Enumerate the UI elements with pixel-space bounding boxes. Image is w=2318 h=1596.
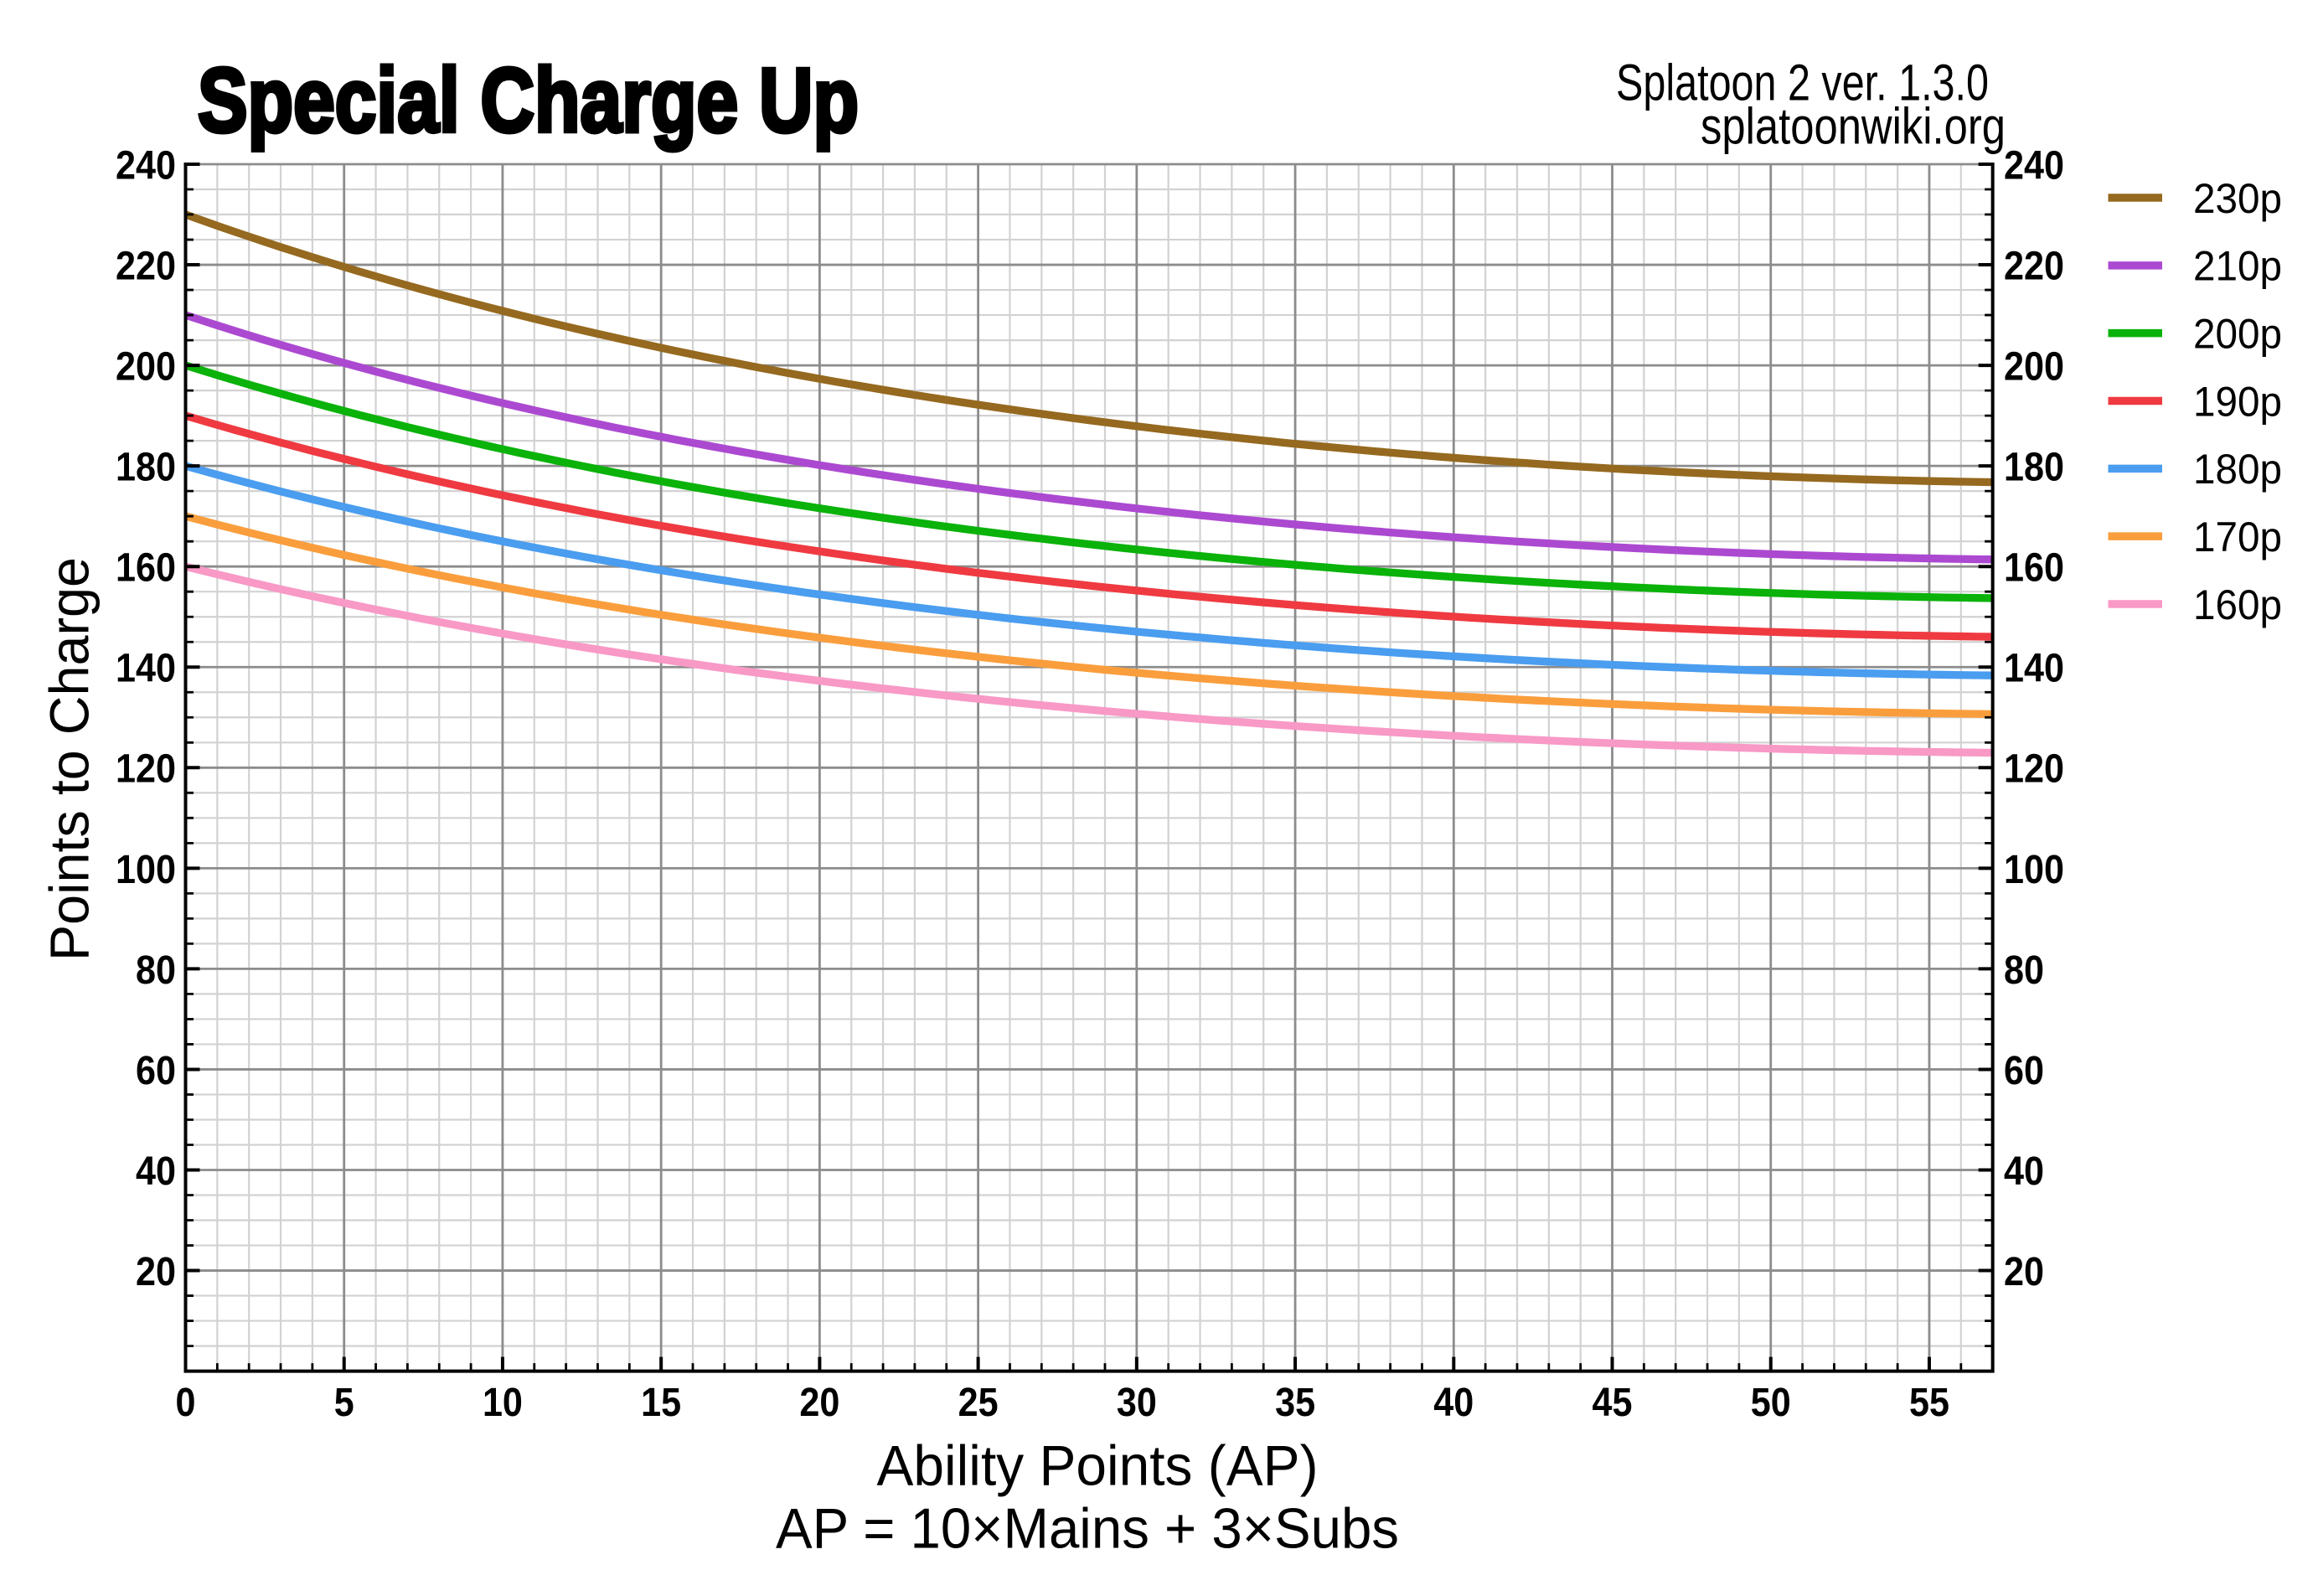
svg-text:80: 80: [136, 948, 176, 993]
svg-text:200: 200: [116, 344, 176, 390]
svg-text:210p: 210p: [2193, 243, 2282, 290]
svg-text:Ability Points (AP): Ability Points (AP): [877, 1434, 1319, 1498]
svg-text:120: 120: [116, 746, 176, 792]
svg-text:60: 60: [2004, 1048, 2044, 1093]
svg-text:40: 40: [1433, 1380, 1474, 1425]
svg-text:15: 15: [641, 1380, 681, 1425]
svg-text:220: 220: [2004, 243, 2064, 288]
svg-text:160: 160: [116, 545, 176, 591]
svg-text:200p: 200p: [2193, 310, 2282, 357]
svg-text:45: 45: [1593, 1380, 1633, 1425]
svg-text:60: 60: [136, 1048, 176, 1093]
svg-text:20: 20: [799, 1380, 839, 1425]
svg-text:180: 180: [116, 445, 176, 490]
svg-text:240: 240: [2004, 142, 2064, 188]
svg-text:55: 55: [1909, 1380, 1949, 1425]
svg-text:20: 20: [136, 1249, 176, 1294]
svg-text:180: 180: [2004, 445, 2064, 490]
svg-text:30: 30: [1117, 1380, 1157, 1425]
svg-text:splatoonwiki.org: splatoonwiki.org: [1701, 98, 2006, 156]
svg-text:40: 40: [2004, 1149, 2044, 1194]
svg-text:35: 35: [1275, 1380, 1315, 1425]
svg-text:190p: 190p: [2193, 378, 2282, 425]
svg-text:200: 200: [2004, 344, 2064, 390]
svg-text:240: 240: [116, 142, 176, 188]
svg-text:180p: 180p: [2193, 446, 2282, 493]
svg-text:160p: 160p: [2193, 581, 2282, 628]
svg-text:0: 0: [176, 1380, 196, 1425]
svg-text:120: 120: [2004, 746, 2064, 792]
svg-text:Points to Charge: Points to Charge: [39, 557, 101, 961]
svg-text:140: 140: [116, 646, 176, 691]
svg-text:25: 25: [958, 1380, 999, 1425]
svg-text:AP = 10×Mains + 3×Subs: AP = 10×Mains + 3×Subs: [776, 1496, 1399, 1560]
svg-text:Special Charge Up: Special Charge Up: [198, 49, 859, 152]
svg-text:Splatoon 2 ver. 1.3.0: Splatoon 2 ver. 1.3.0: [1616, 54, 1989, 112]
svg-text:50: 50: [1751, 1380, 1791, 1425]
svg-text:220: 220: [116, 243, 176, 288]
svg-text:170p: 170p: [2193, 514, 2282, 560]
svg-text:230p: 230p: [2193, 175, 2282, 222]
svg-text:40: 40: [136, 1149, 176, 1194]
svg-text:80: 80: [2004, 948, 2044, 993]
svg-text:100: 100: [116, 847, 176, 892]
svg-text:100: 100: [2004, 847, 2064, 892]
svg-text:10: 10: [483, 1380, 523, 1425]
svg-text:5: 5: [334, 1380, 354, 1425]
svg-text:140: 140: [2004, 646, 2064, 691]
svg-text:20: 20: [2004, 1249, 2044, 1294]
svg-text:160: 160: [2004, 545, 2064, 591]
